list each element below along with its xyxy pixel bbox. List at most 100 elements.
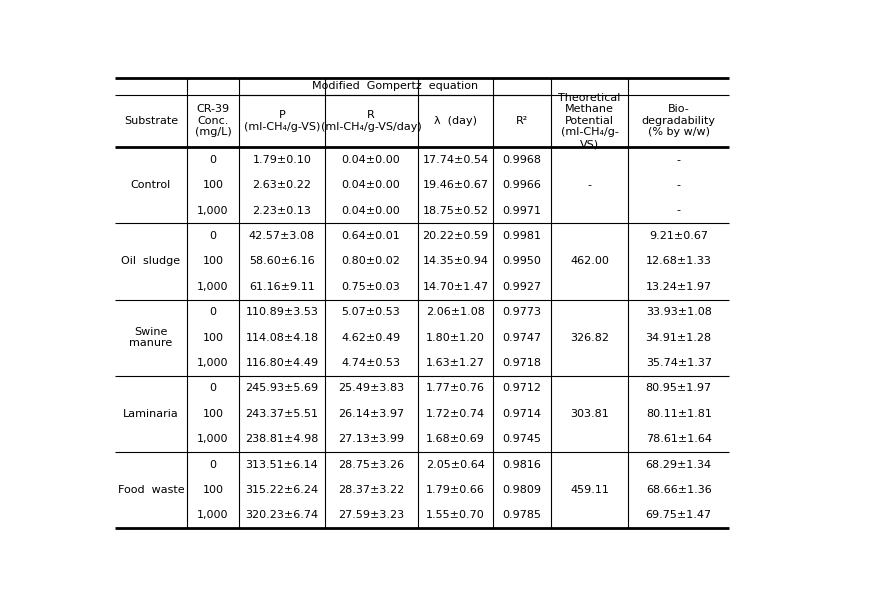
Text: Swine
manure: Swine manure — [129, 327, 172, 349]
Text: 0: 0 — [209, 307, 216, 317]
Text: 315.22±6.24: 315.22±6.24 — [245, 485, 318, 495]
Text: 0.9981: 0.9981 — [502, 231, 541, 241]
Text: 110.89±3.53: 110.89±3.53 — [245, 307, 318, 317]
Text: 0.9712: 0.9712 — [502, 384, 541, 393]
Text: 0: 0 — [209, 459, 216, 470]
Text: 14.35±0.94: 14.35±0.94 — [422, 256, 488, 267]
Text: -: - — [676, 155, 680, 165]
Text: 5.07±0.53: 5.07±0.53 — [342, 307, 400, 317]
Text: 326.82: 326.82 — [570, 333, 608, 343]
Text: 1.68±0.69: 1.68±0.69 — [426, 434, 485, 444]
Text: 0.9809: 0.9809 — [502, 485, 541, 495]
Text: 61.16±9.11: 61.16±9.11 — [248, 282, 314, 292]
Text: Bio-
degradability
(% by w/w): Bio- degradability (% by w/w) — [641, 104, 715, 137]
Text: 462.00: 462.00 — [570, 256, 608, 267]
Text: 0.9971: 0.9971 — [502, 206, 541, 216]
Text: 2.06±1.08: 2.06±1.08 — [426, 307, 485, 317]
Text: Food  waste: Food waste — [118, 485, 184, 495]
Text: -: - — [676, 206, 680, 216]
Text: 100: 100 — [202, 333, 223, 343]
Text: 4.62±0.49: 4.62±0.49 — [341, 333, 400, 343]
Text: 1.80±1.20: 1.80±1.20 — [426, 333, 485, 343]
Text: 0: 0 — [209, 384, 216, 393]
Text: 459.11: 459.11 — [570, 485, 608, 495]
Text: 0.75±0.03: 0.75±0.03 — [342, 282, 400, 292]
Text: 68.29±1.34: 68.29±1.34 — [645, 459, 711, 470]
Text: 1,000: 1,000 — [197, 434, 228, 444]
Text: 1,000: 1,000 — [197, 206, 228, 216]
Text: 1.79±0.66: 1.79±0.66 — [426, 485, 485, 495]
Text: 4.74±0.53: 4.74±0.53 — [342, 358, 400, 368]
Text: 1,000: 1,000 — [197, 282, 228, 292]
Text: 80.95±1.97: 80.95±1.97 — [645, 384, 711, 393]
Text: 78.61±1.64: 78.61±1.64 — [645, 434, 711, 444]
Text: 1.55±0.70: 1.55±0.70 — [426, 511, 485, 520]
Text: 25.49±3.83: 25.49±3.83 — [338, 384, 404, 393]
Text: 9.21±0.67: 9.21±0.67 — [649, 231, 708, 241]
Text: 2.63±0.22: 2.63±0.22 — [252, 180, 311, 190]
Text: 27.13±3.99: 27.13±3.99 — [338, 434, 404, 444]
Text: 0.9718: 0.9718 — [502, 358, 541, 368]
Text: P
(ml-CH₄/g-VS): P (ml-CH₄/g-VS) — [243, 110, 320, 131]
Text: 58.60±6.16: 58.60±6.16 — [248, 256, 314, 267]
Text: 69.75±1.47: 69.75±1.47 — [645, 511, 711, 520]
Text: 1.72±0.74: 1.72±0.74 — [426, 409, 485, 419]
Text: 80.11±1.81: 80.11±1.81 — [645, 409, 711, 419]
Text: 0.9966: 0.9966 — [502, 180, 541, 190]
Text: 0.9785: 0.9785 — [502, 511, 541, 520]
Text: 1,000: 1,000 — [197, 511, 228, 520]
Text: 33.93±1.08: 33.93±1.08 — [645, 307, 711, 317]
Text: 0.80±0.02: 0.80±0.02 — [342, 256, 400, 267]
Text: 28.37±3.22: 28.37±3.22 — [337, 485, 404, 495]
Text: 0.9714: 0.9714 — [502, 409, 541, 419]
Text: 0.9773: 0.9773 — [502, 307, 541, 317]
Text: 0.9968: 0.9968 — [502, 155, 541, 165]
Text: 28.75±3.26: 28.75±3.26 — [338, 459, 404, 470]
Text: 0: 0 — [209, 231, 216, 241]
Text: 100: 100 — [202, 409, 223, 419]
Text: 1.77±0.76: 1.77±0.76 — [426, 384, 485, 393]
Text: 116.80±4.49: 116.80±4.49 — [245, 358, 318, 368]
Text: 238.81±4.98: 238.81±4.98 — [245, 434, 318, 444]
Text: 2.05±0.64: 2.05±0.64 — [426, 459, 485, 470]
Text: 1,000: 1,000 — [197, 358, 228, 368]
Text: 100: 100 — [202, 180, 223, 190]
Text: 313.51±6.14: 313.51±6.14 — [245, 459, 318, 470]
Text: 19.46±0.67: 19.46±0.67 — [422, 180, 488, 190]
Text: 0.9816: 0.9816 — [502, 459, 541, 470]
Text: Theoretical
Methane
Potential
(ml-CH₄/g-
VS): Theoretical Methane Potential (ml-CH₄/g-… — [558, 93, 620, 149]
Text: 0.9747: 0.9747 — [502, 333, 541, 343]
Text: 14.70±1.47: 14.70±1.47 — [422, 282, 488, 292]
Text: 42.57±3.08: 42.57±3.08 — [248, 231, 314, 241]
Text: 0: 0 — [209, 155, 216, 165]
Text: 100: 100 — [202, 256, 223, 267]
Text: Oil  sludge: Oil sludge — [121, 256, 180, 267]
Text: R
(ml-CH₄/g-VS/day): R (ml-CH₄/g-VS/day) — [320, 110, 421, 131]
Text: 26.14±3.97: 26.14±3.97 — [338, 409, 404, 419]
Text: 0.9927: 0.9927 — [502, 282, 541, 292]
Text: 2.23±0.13: 2.23±0.13 — [252, 206, 311, 216]
Text: 27.59±3.23: 27.59±3.23 — [338, 511, 404, 520]
Text: 18.75±0.52: 18.75±0.52 — [422, 206, 488, 216]
Text: 303.81: 303.81 — [570, 409, 608, 419]
Text: Substrate: Substrate — [124, 116, 178, 126]
Text: Control: Control — [131, 180, 171, 190]
Text: 0.04±0.00: 0.04±0.00 — [342, 206, 400, 216]
Text: 245.93±5.69: 245.93±5.69 — [245, 384, 318, 393]
Text: 35.74±1.37: 35.74±1.37 — [645, 358, 711, 368]
Text: 1.63±1.27: 1.63±1.27 — [426, 358, 485, 368]
Text: 20.22±0.59: 20.22±0.59 — [422, 231, 488, 241]
Text: 243.37±5.51: 243.37±5.51 — [245, 409, 318, 419]
Text: 13.24±1.97: 13.24±1.97 — [645, 282, 711, 292]
Text: 0.04±0.00: 0.04±0.00 — [342, 180, 400, 190]
Text: λ  (day): λ (day) — [434, 116, 477, 126]
Text: 1.79±0.10: 1.79±0.10 — [252, 155, 311, 165]
Text: 114.08±4.18: 114.08±4.18 — [245, 333, 318, 343]
Text: 17.74±0.54: 17.74±0.54 — [422, 155, 488, 165]
Text: 0.9950: 0.9950 — [502, 256, 541, 267]
Text: Laminaria: Laminaria — [123, 409, 178, 419]
Text: -: - — [587, 180, 591, 190]
Text: 0.04±0.00: 0.04±0.00 — [342, 155, 400, 165]
Text: -: - — [676, 180, 680, 190]
Text: 12.68±1.33: 12.68±1.33 — [645, 256, 711, 267]
